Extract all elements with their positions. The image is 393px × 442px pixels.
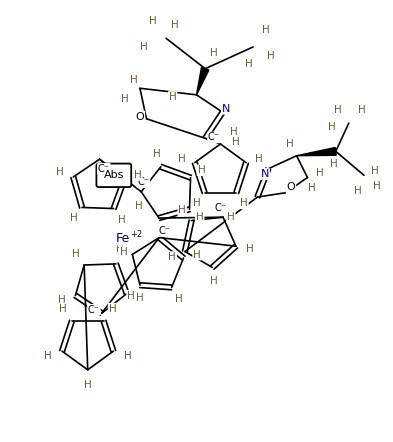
Text: H: H [371, 166, 379, 176]
Text: N: N [261, 169, 269, 179]
Text: Abs: Abs [104, 170, 124, 180]
Text: H: H [232, 137, 240, 147]
Text: H: H [193, 250, 201, 259]
Polygon shape [297, 148, 336, 156]
Text: H: H [108, 304, 116, 314]
Text: H: H [169, 92, 176, 102]
Text: H: H [178, 205, 186, 215]
Text: H: H [124, 351, 132, 361]
Text: C⁻: C⁻ [98, 164, 110, 174]
Text: +2: +2 [130, 230, 143, 240]
Text: H: H [210, 276, 218, 286]
Text: H: H [266, 51, 274, 61]
Text: H: H [354, 186, 362, 195]
Text: H: H [196, 212, 204, 222]
Text: H: H [70, 213, 77, 223]
Text: C⁻: C⁻ [215, 202, 227, 213]
Text: H: H [153, 149, 161, 159]
Text: H: H [72, 249, 79, 259]
Text: H: H [140, 42, 148, 52]
Text: H: H [121, 94, 129, 104]
Text: H: H [134, 170, 142, 180]
Text: H: H [246, 244, 253, 254]
Text: O: O [136, 111, 144, 122]
Text: H: H [84, 380, 92, 390]
Text: H: H [120, 248, 127, 257]
Text: H: H [230, 127, 237, 137]
Text: H: H [262, 25, 270, 34]
Text: H: H [59, 295, 66, 305]
Text: H: H [116, 244, 123, 254]
Text: H: H [130, 75, 137, 84]
Text: H: H [210, 49, 218, 58]
Text: H: H [171, 20, 179, 30]
Text: N: N [222, 104, 230, 114]
Text: H: H [240, 198, 248, 208]
Text: H: H [316, 168, 323, 178]
Text: H: H [330, 159, 338, 168]
Text: H: H [198, 165, 205, 175]
Polygon shape [196, 68, 209, 95]
Text: H: H [118, 215, 125, 225]
Text: H: H [334, 105, 342, 115]
Text: H: H [178, 153, 186, 164]
Text: H: H [193, 198, 201, 208]
Text: C⁻: C⁻ [158, 226, 171, 236]
Text: H: H [245, 59, 253, 69]
Text: H: H [286, 138, 294, 149]
Text: H: H [227, 212, 235, 222]
Text: H: H [56, 167, 64, 177]
Text: H: H [168, 252, 176, 262]
Text: H: H [308, 183, 316, 193]
Text: O: O [286, 183, 295, 193]
Text: C⁻: C⁻ [208, 133, 220, 142]
Text: H: H [59, 304, 67, 314]
Text: H: H [358, 105, 366, 115]
Text: H: H [135, 201, 143, 211]
Text: H: H [327, 122, 335, 133]
Text: H: H [373, 181, 381, 191]
Text: H: H [149, 16, 157, 26]
Text: H: H [255, 153, 263, 164]
Text: Fe: Fe [116, 232, 130, 245]
Text: H: H [175, 294, 183, 304]
Text: H: H [127, 291, 135, 301]
FancyBboxPatch shape [96, 164, 131, 187]
Text: H: H [136, 293, 144, 302]
Text: C⁻: C⁻ [138, 177, 149, 187]
Text: C⁻: C⁻ [88, 305, 100, 315]
Text: H: H [44, 351, 51, 361]
